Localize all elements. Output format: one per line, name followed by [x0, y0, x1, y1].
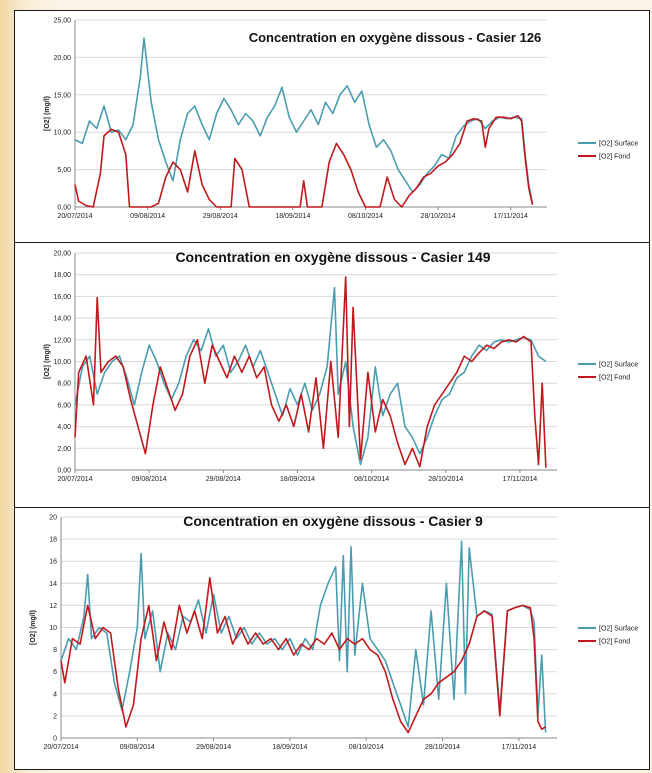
y-tick-label: 16,00: [53, 294, 71, 301]
y-tick-label: 8,00: [57, 381, 71, 388]
y-axis-label: [O2] (mg/l): [44, 96, 51, 131]
x-tick-label: 28/10/2014: [428, 476, 463, 483]
figure-frame: 0,00 5,00 10,00 15,00 20,00 25,00 20/07/2014 09…: [14, 10, 650, 770]
x-tick-label: 20/07/2014: [57, 213, 92, 220]
y-tick-label: 6,00: [57, 402, 71, 409]
legend-label: [O2] Surface: [599, 626, 638, 633]
y-tick-label: 0,00: [57, 468, 71, 475]
x-tick-label: 08/10/2014: [349, 744, 384, 751]
y-tick-label: 0,00: [57, 205, 71, 212]
x-tick-label: 28/10/2014: [421, 213, 456, 220]
x-tick-label: 09/08/2014: [120, 744, 155, 751]
chart-panel-casier-9: 0 2 4 6 8 10 12 14 16 18 20 20/07/2014 09/08/2014 29/…: [15, 508, 649, 769]
y-tick-label: 10: [49, 625, 57, 632]
y-axis-label: [O2] (mg/l): [30, 610, 37, 645]
y-tick-label: 8: [53, 647, 57, 654]
x-tick-label: 29/08/2014: [206, 476, 241, 483]
x-tick-label: 09/08/2014: [132, 476, 167, 483]
chart-casier-9: 0 2 4 6 8 10 12 14 16 18 20 20/07/2014 09/08/2014 29/…: [30, 513, 638, 751]
chart-title: Concentration en oxygène dissous - Casie…: [249, 30, 542, 45]
x-tick-label: 20/07/2014: [57, 476, 92, 483]
y-tick-label: 14: [49, 581, 57, 588]
legend-label: [O2] Surface: [599, 362, 638, 369]
x-tick-label: 18/09/2014: [280, 476, 315, 483]
y-tick-label: 18: [49, 537, 57, 544]
y-tick-label: 20,00: [53, 251, 71, 258]
y-tick-label: 4,00: [57, 424, 71, 431]
x-tick-label: 08/10/2014: [354, 476, 389, 483]
y-tick-label: 6: [53, 669, 57, 676]
x-tick-label: 29/08/2014: [196, 744, 231, 751]
y-tick-label: 20: [49, 515, 57, 522]
series-line-fond: [60, 577, 547, 734]
legend-label: [O2] Fond: [599, 154, 630, 161]
x-tick-label: 28/10/2014: [425, 744, 460, 751]
x-tick-label: 20/07/2014: [43, 744, 78, 751]
series-line-surface: [60, 540, 547, 733]
chart-title: Concentration en oxygène dissous - Casie…: [175, 249, 490, 265]
y-tick-label: 0: [53, 736, 57, 743]
gridlines: [61, 516, 557, 739]
series-line-surface: [74, 37, 534, 204]
legend-label: [O2] Fond: [599, 375, 630, 382]
y-tick-label: 2: [53, 713, 57, 720]
series-line-surface: [74, 286, 547, 466]
x-tick-label: 18/09/2014: [272, 744, 307, 751]
x-tick-label: 17/11/2014: [503, 476, 538, 483]
chart-casier-126: 0,00 5,00 10,00 15,00 20,00 25,00 20/07/2014 09…: [44, 18, 638, 221]
series-line-fond: [74, 114, 534, 208]
x-tick-label: 18/09/2014: [275, 213, 310, 220]
chart-panel-casier-149: 0,00 2,00 4,00 6,00 8,00 10,00 12,00 14,00 16,00…: [15, 243, 649, 508]
y-axis-label: [O2] (mg/l): [44, 344, 51, 379]
y-tick-label: 15,00: [53, 92, 71, 99]
x-tick-label: 08/10/2014: [348, 213, 383, 220]
y-tick-label: 12: [49, 603, 57, 610]
y-tick-label: 2,00: [57, 446, 71, 453]
x-tick-label: 29/08/2014: [203, 213, 238, 220]
y-tick-label: 12,00: [53, 337, 71, 344]
x-tick-label: 09/08/2014: [130, 213, 165, 220]
y-tick-label: 25,00: [53, 18, 71, 25]
chart-casier-149: 0,00 2,00 4,00 6,00 8,00 10,00 12,00 14,00 16,00…: [44, 249, 638, 483]
series-line-fond: [74, 276, 547, 468]
legend-label: [O2] Surface: [599, 141, 638, 148]
y-tick-label: 16: [49, 559, 57, 566]
y-tick-label: 14,00: [53, 316, 71, 323]
x-tick-label: 17/11/2014: [493, 213, 528, 220]
chart-title: Concentration en oxygène dissous - Casie…: [183, 513, 483, 529]
y-tick-label: 10,00: [53, 359, 71, 366]
y-tick-label: 18,00: [53, 272, 71, 279]
y-tick-label: 5,00: [57, 167, 71, 174]
x-tick-label: 17/11/2014: [502, 744, 537, 751]
y-tick-label: 20,00: [53, 55, 71, 62]
y-tick-label: 4: [53, 691, 57, 698]
chart-panel-casier-126: 0,00 5,00 10,00 15,00 20,00 25,00 20/07/2014 09…: [15, 11, 649, 243]
legend-label: [O2] Fond: [599, 639, 630, 646]
y-tick-label: 10,00: [53, 130, 71, 137]
